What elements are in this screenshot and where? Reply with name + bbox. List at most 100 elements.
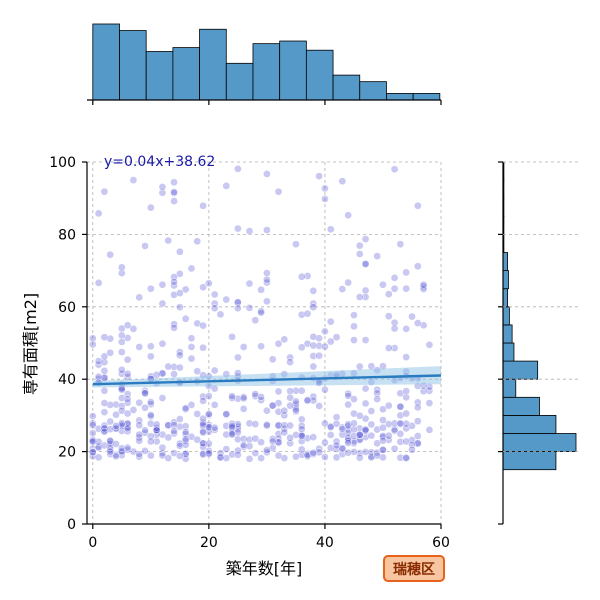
scatter-point [286,439,294,448]
scatter-point [292,405,300,414]
scatter-point [367,431,376,440]
scatter-point [205,410,213,418]
scatter-point [117,269,126,277]
scatter-point [274,339,283,348]
scatter-point [176,363,184,372]
scatter-point [263,297,271,306]
x-tick-label: 20 [200,535,218,551]
top-histogram-bar [119,30,147,101]
scatter-point [379,280,387,289]
scatter-point [123,355,132,364]
scatter-point [234,446,242,455]
scatter-point [355,250,364,258]
scatter-point [419,285,428,293]
scatter-point [94,209,103,218]
scatter-point [141,403,149,412]
scatter-point [297,422,306,430]
scatter-point [384,420,393,428]
scatter-point [100,441,109,450]
scatter-point [297,415,306,424]
scatter-point [402,453,411,462]
scatter-point [309,396,318,405]
scatter-point [106,439,115,448]
scatter-point [292,240,300,249]
scatter-point [222,410,231,418]
scatter-point [297,272,306,281]
scatter-point [123,445,132,454]
scatter-point [344,278,352,287]
scatter-point [164,433,173,442]
scatter-point [234,165,242,173]
scatter-point [152,430,161,439]
y-tick-label: 100 [49,155,76,171]
top-histogram-bar [145,51,174,101]
scatter-point [239,435,248,443]
scatter-point [112,424,120,433]
scatter-point [350,437,358,446]
scatter-point [193,410,202,418]
top-histogram-bar [279,40,307,101]
scatter-point [344,392,352,400]
scatter-point [176,441,184,450]
scatter-point [396,402,405,411]
scatter-point [297,425,306,434]
scatter-point [355,430,364,439]
scatter-point [176,422,184,431]
scatter-point [245,279,254,288]
scatter-point [309,433,318,441]
scatter-point [251,434,260,443]
scatter-point [205,449,213,458]
scatter-point [268,435,277,443]
right-histogram-bar [502,252,508,272]
scatter-point [297,343,306,352]
scatter-point [373,252,382,260]
scatter-point [94,279,103,287]
scatter-point [170,178,178,187]
scatter-point [315,172,323,180]
scatter-point [413,403,422,412]
scatter-point [88,412,97,420]
scatter-point [321,195,329,203]
scatter-point [297,451,306,459]
scatter-point [181,285,190,294]
scatter-point [141,389,149,398]
scatter-point [332,413,341,422]
scatter-point [164,454,173,462]
scatter-point [402,268,411,277]
scatter-point [228,430,236,439]
scatter-point [419,282,428,291]
scatter-point [152,426,161,435]
scatter-point [199,414,207,423]
scatter-point [332,453,341,462]
scatter-point [419,321,428,330]
scatter-point [170,273,178,281]
scatter-point [321,327,329,336]
scatter-point [245,435,254,444]
scatter-point [239,443,248,451]
scatter-point [187,264,196,273]
scatter-point [234,420,242,428]
scatter-point [402,437,411,446]
scatter-point [257,308,265,317]
scatter-point [373,451,382,460]
scatter-point [286,421,294,430]
scatter-point [106,447,115,456]
scatter-point [344,439,352,447]
scatter-point [94,443,103,452]
scatter-point [274,187,283,196]
scatter-point [251,392,260,401]
scatter-point [129,325,138,333]
top-histogram-bar [172,47,200,101]
scatter-point [257,396,265,405]
scatter-point [117,394,126,402]
scatter-point [245,304,254,312]
scatter-point [280,454,289,462]
regression-line [92,366,442,388]
x-tick-label: 40 [316,535,334,551]
scatter-point [222,182,231,190]
scatter-point [303,396,312,405]
scatter-point [344,400,352,409]
scatter-point [326,317,335,326]
scatter-point [164,362,173,371]
